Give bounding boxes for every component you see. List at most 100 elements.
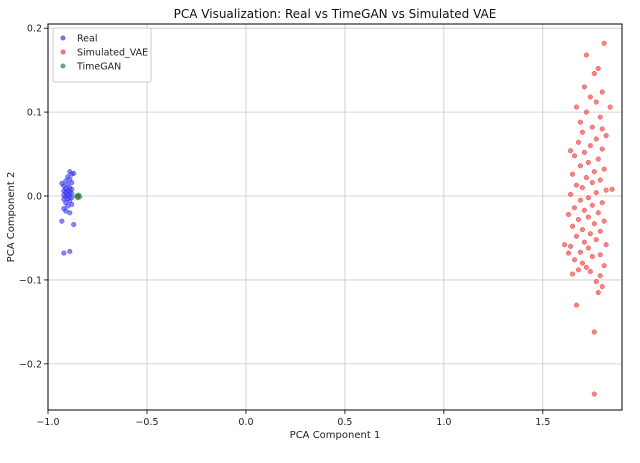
x-tick-label: 1.5 (535, 417, 550, 428)
legend-label-simulated-vae: Simulated_VAE (77, 48, 148, 59)
simulated-vae-point (595, 156, 601, 162)
simulated-vae-point (601, 40, 607, 46)
simulated-vae-point (581, 149, 587, 155)
x-tick-label: 1.0 (436, 417, 451, 428)
simulated-vae-point (585, 214, 591, 220)
simulated-vae-point (579, 185, 585, 191)
legend-box (52, 27, 152, 83)
legend: Real Simulated_VAE TimeGAN (52, 27, 152, 83)
simulated-vae-point (587, 231, 593, 237)
simulated-vae-point (579, 227, 585, 233)
simulated-vae-point (573, 104, 580, 110)
x-tick-label: 0.5 (337, 417, 352, 428)
real-point (67, 248, 73, 254)
simulated-vae-point (599, 89, 605, 95)
real-point (65, 174, 71, 180)
legend-label-real: Real (77, 34, 97, 45)
simulated-vae-point (575, 139, 582, 145)
simulated-vae-point (595, 210, 601, 216)
x-tick-label: −1.0 (36, 417, 59, 428)
simulated-vae-point (571, 257, 578, 263)
simulated-vae-point (591, 221, 597, 227)
simulated-vae-point (589, 202, 595, 208)
simulated-vae-point (603, 242, 609, 248)
y-tick-label: −0.2 (19, 359, 42, 370)
simulated-vae-point (589, 180, 595, 186)
real-point (61, 250, 67, 256)
y-tick-label: 0.2 (27, 24, 42, 35)
y-tick-label: 0.0 (27, 192, 42, 203)
simulated-vae-point (573, 302, 580, 308)
simulated-vae-point (575, 267, 582, 273)
x-axis-label: PCA Component 1 (290, 430, 381, 441)
simulated-vae-point (585, 159, 591, 166)
data-points (59, 40, 615, 397)
simulated-vae-point (601, 218, 607, 224)
y-tick-label: −0.1 (19, 275, 42, 286)
simulated-vae-point (589, 253, 595, 259)
legend-marker-timegan (60, 63, 66, 69)
simulated-vae-point (577, 119, 583, 125)
simulated-vae-point (583, 52, 589, 58)
simulated-vae-point (607, 104, 613, 110)
simulated-vae-point (597, 273, 603, 279)
chart-title: PCA Visualization: Real vs TimeGAN vs Si… (174, 7, 497, 21)
simulated-vae-point (603, 133, 609, 139)
simulated-vae-point (571, 205, 578, 211)
simulated-vae-point (577, 163, 583, 169)
simulated-vae-point (566, 250, 572, 256)
y-axis-label: PCA Component 2 (6, 172, 17, 263)
simulated-vae-point (587, 143, 593, 149)
simulated-vae-point (593, 136, 599, 142)
simulated-vae-point (591, 391, 597, 397)
simulated-vae-point (599, 284, 605, 290)
y-tick-label: 0.1 (27, 108, 42, 119)
timegan-point (75, 195, 81, 201)
simulated-vae-point (577, 197, 583, 203)
simulated-vae-point (595, 65, 601, 72)
simulated-vae-point (593, 237, 599, 243)
simulated-vae-point (585, 245, 591, 251)
axis-ticks: −1.0 −0.5 0.0 0.5 1.0 1.5 −0.2 −0.1 0.0 0.1 0.2 (19, 24, 550, 428)
simulated-vae-point (583, 264, 589, 270)
simulated-vae-point (599, 146, 605, 152)
simulated-vae-point (603, 187, 609, 193)
simulated-vae-point (581, 239, 587, 245)
simulated-vae-point (593, 279, 599, 285)
simulated-vae-point (591, 169, 597, 175)
simulated-vae-point (591, 329, 597, 335)
simulated-vae-point (567, 243, 574, 249)
simulated-vae-point (609, 186, 615, 192)
simulated-vae-point (562, 242, 568, 248)
real-point (71, 222, 77, 228)
simulated-vae-point (597, 252, 603, 258)
simulated-vae-point (579, 129, 585, 135)
simulated-vae-point (587, 94, 593, 100)
simulated-vae-point (569, 223, 576, 229)
simulated-vae-point (597, 177, 603, 183)
simulated-vae-point (583, 109, 589, 115)
simulated-vae-point (567, 148, 574, 154)
real-point (71, 170, 77, 176)
simulated-vae-point (579, 260, 585, 266)
simulated-vae-point (581, 207, 587, 213)
simulated-vae-point (595, 289, 601, 296)
simulated-vae-point (575, 216, 582, 223)
real-point (59, 218, 65, 224)
simulated-vae-point (566, 211, 572, 218)
simulated-vae-point (567, 191, 574, 197)
simulated-vae-point (601, 166, 607, 172)
simulated-vae-point (593, 190, 599, 196)
simulated-vae-point (601, 263, 607, 269)
simulated-vae-point (571, 153, 578, 159)
x-tick-label: 0.0 (238, 417, 253, 428)
simulated-vae-point (597, 228, 603, 234)
simulated-vae-point (573, 182, 580, 188)
real-point (67, 210, 73, 216)
simulated-vae-point (597, 114, 603, 120)
simulated-vae-point (581, 84, 587, 90)
simulated-vae-point (599, 200, 605, 206)
real-point (59, 180, 65, 186)
simulated-vae-point (593, 99, 599, 105)
